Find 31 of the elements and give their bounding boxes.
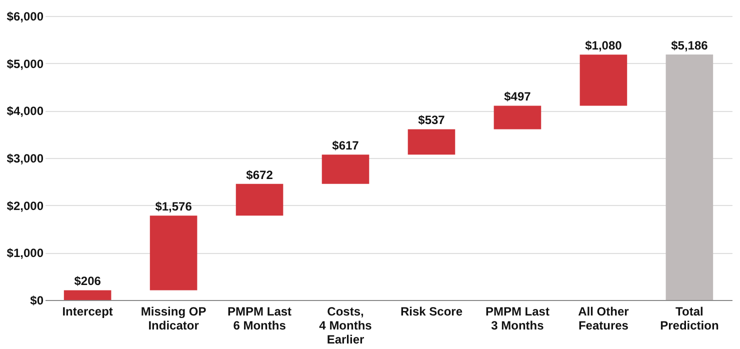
y-tick-label: $1,000 <box>6 246 44 260</box>
x-tick-label: Costs, 4 Months Earlier <box>319 304 372 346</box>
x-tick-label: All Other Features <box>578 304 630 332</box>
data-label: $206 <box>74 274 102 288</box>
y-tick-label: $3,000 <box>6 152 44 166</box>
x-tick-label: Total Prediction <box>660 304 719 332</box>
bar <box>666 54 714 300</box>
y-tick-label: $5,000 <box>6 56 44 71</box>
y-tick-label: $0 <box>30 294 44 308</box>
data-label: $5,186 <box>671 38 708 53</box>
y-tick-label: $2,000 <box>6 198 44 213</box>
bar <box>580 54 628 106</box>
data-label: $1,576 <box>155 200 192 214</box>
data-label: $497 <box>504 90 532 104</box>
data-label: $617 <box>332 138 360 153</box>
x-tick-label: PMPM Last 3 Months <box>485 304 550 332</box>
x-tick-label: PMPM Last 6 Months <box>228 304 292 332</box>
bar <box>408 129 456 155</box>
x-tick-label: Intercept <box>62 304 113 318</box>
bar <box>64 290 112 300</box>
y-tick-label: $6,000 <box>6 10 44 24</box>
y-tick-label: $4,000 <box>6 104 44 118</box>
x-tick-label: Missing OP Indicator <box>140 304 206 332</box>
bar <box>236 184 284 216</box>
bar <box>322 154 370 184</box>
data-label: $537 <box>418 113 446 128</box>
data-label: $1,080 <box>585 38 622 53</box>
bar <box>494 106 542 130</box>
x-tick-label: Risk Score <box>400 304 463 318</box>
bar <box>150 216 198 290</box>
data-label: $672 <box>246 168 274 182</box>
